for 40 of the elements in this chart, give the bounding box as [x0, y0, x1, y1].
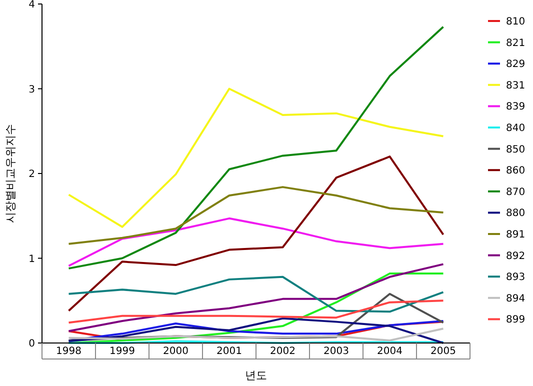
- line-series: [68, 263, 444, 332]
- line-series: [68, 186, 444, 245]
- line-series: [68, 88, 444, 228]
- legend-label: 810: [506, 16, 526, 28]
- line-series: [68, 300, 444, 324]
- legend-label: 899: [506, 314, 526, 326]
- x-tick-label: 2000: [163, 346, 188, 357]
- legend-label: 870: [506, 186, 526, 198]
- y-tick-label: 2: [28, 169, 35, 180]
- line-series: [68, 276, 444, 313]
- x-axis-title: 년도: [245, 369, 267, 382]
- y-tick-label: 0: [28, 338, 35, 350]
- line-series: [68, 156, 444, 312]
- line-series: [68, 217, 444, 267]
- y-tick-label: 4: [28, 0, 35, 10]
- legend-label: 839: [506, 102, 526, 113]
- legend-label: 831: [506, 80, 526, 92]
- x-tick-label: 1999: [110, 346, 135, 357]
- y-tick-label: 3: [28, 84, 35, 96]
- legend-label: 840: [506, 123, 526, 134]
- x-tick-label: 2002: [270, 346, 296, 357]
- legend-label: 894: [506, 293, 526, 304]
- x-tick-label: 2004: [377, 346, 402, 357]
- x-tick-label: 2003: [324, 346, 349, 357]
- x-tick-label: 2005: [430, 346, 456, 357]
- line-series: [68, 26, 444, 270]
- legend-label: 892: [506, 250, 526, 262]
- y-axis-title: 시장별비교우위지수: [4, 124, 17, 223]
- x-tick-label: 2001: [216, 346, 242, 357]
- legend-label: 880: [506, 208, 526, 220]
- legend-label: 893: [506, 272, 526, 284]
- line-series: [68, 272, 444, 344]
- y-tick-label: 1: [28, 254, 35, 265]
- legend-label: 850: [506, 144, 526, 156]
- x-tick-label: 1998: [56, 346, 82, 357]
- line-series: [68, 328, 444, 342]
- legend-label: 891: [506, 230, 526, 240]
- legend-label: 829: [506, 59, 526, 70]
- legend-label: 821: [506, 38, 526, 49]
- legend-label: 860: [506, 166, 526, 177]
